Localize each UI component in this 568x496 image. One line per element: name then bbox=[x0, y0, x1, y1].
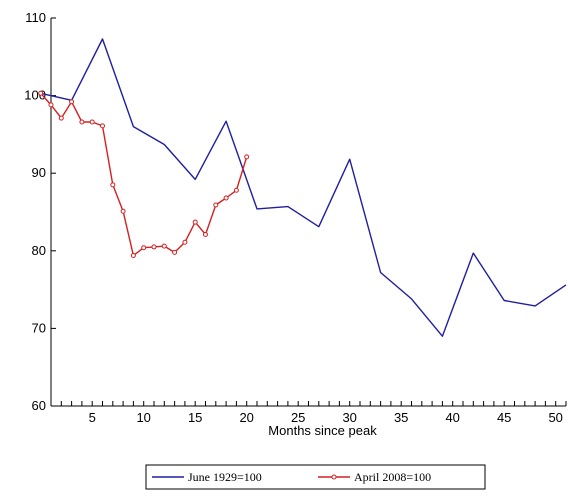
data-point bbox=[223, 195, 229, 201]
legend: June 1929=100 April 2008=100 bbox=[145, 464, 486, 490]
data-point bbox=[213, 202, 219, 208]
data-point bbox=[192, 219, 198, 225]
data-point bbox=[38, 90, 44, 96]
data-point bbox=[151, 244, 157, 250]
legend-label-april-2008: April 2008=100 bbox=[354, 470, 431, 484]
data-point bbox=[89, 119, 95, 125]
data-point bbox=[141, 245, 147, 251]
data-point bbox=[172, 249, 178, 255]
y-tick-label: 90 bbox=[32, 165, 46, 180]
data-point bbox=[48, 102, 54, 108]
x-tick-label: 35 bbox=[394, 410, 408, 425]
data-point bbox=[233, 187, 239, 193]
x-tick-label: 15 bbox=[188, 410, 202, 425]
x-axis-title: Months since peak bbox=[268, 423, 377, 438]
data-point bbox=[100, 123, 105, 129]
data-point bbox=[69, 99, 75, 105]
x-tick-label: 40 bbox=[445, 410, 459, 425]
data-point bbox=[130, 252, 136, 258]
data-point bbox=[79, 119, 85, 125]
x-tick-label: 25 bbox=[291, 410, 305, 425]
x-tick-label: 50 bbox=[548, 410, 562, 425]
data-point bbox=[58, 115, 64, 121]
data-point bbox=[203, 232, 208, 238]
series-line-0 bbox=[40, 38, 567, 337]
data-point bbox=[120, 208, 126, 214]
y-tick-label: 60 bbox=[32, 398, 46, 413]
data-point bbox=[110, 182, 116, 188]
series-line-1 bbox=[40, 92, 248, 257]
data-point bbox=[244, 154, 250, 160]
y-tick-label: 110 bbox=[25, 10, 46, 25]
data-point bbox=[161, 243, 167, 249]
legend-box bbox=[145, 464, 486, 490]
x-tick-label: 30 bbox=[342, 410, 356, 425]
y-tick-label: 80 bbox=[32, 243, 46, 258]
x-tick-label: 10 bbox=[136, 410, 150, 425]
y-tick-label: 70 bbox=[32, 320, 46, 335]
legend-marker-april-2008 bbox=[331, 474, 337, 480]
x-tick-label: 5 bbox=[89, 410, 96, 425]
x-tick-label: 20 bbox=[239, 410, 253, 425]
x-tick-label: 45 bbox=[497, 410, 511, 425]
data-point bbox=[182, 239, 188, 245]
series-lines bbox=[38, 38, 567, 337]
legend-label-june-1929: June 1929=100 bbox=[188, 470, 262, 484]
